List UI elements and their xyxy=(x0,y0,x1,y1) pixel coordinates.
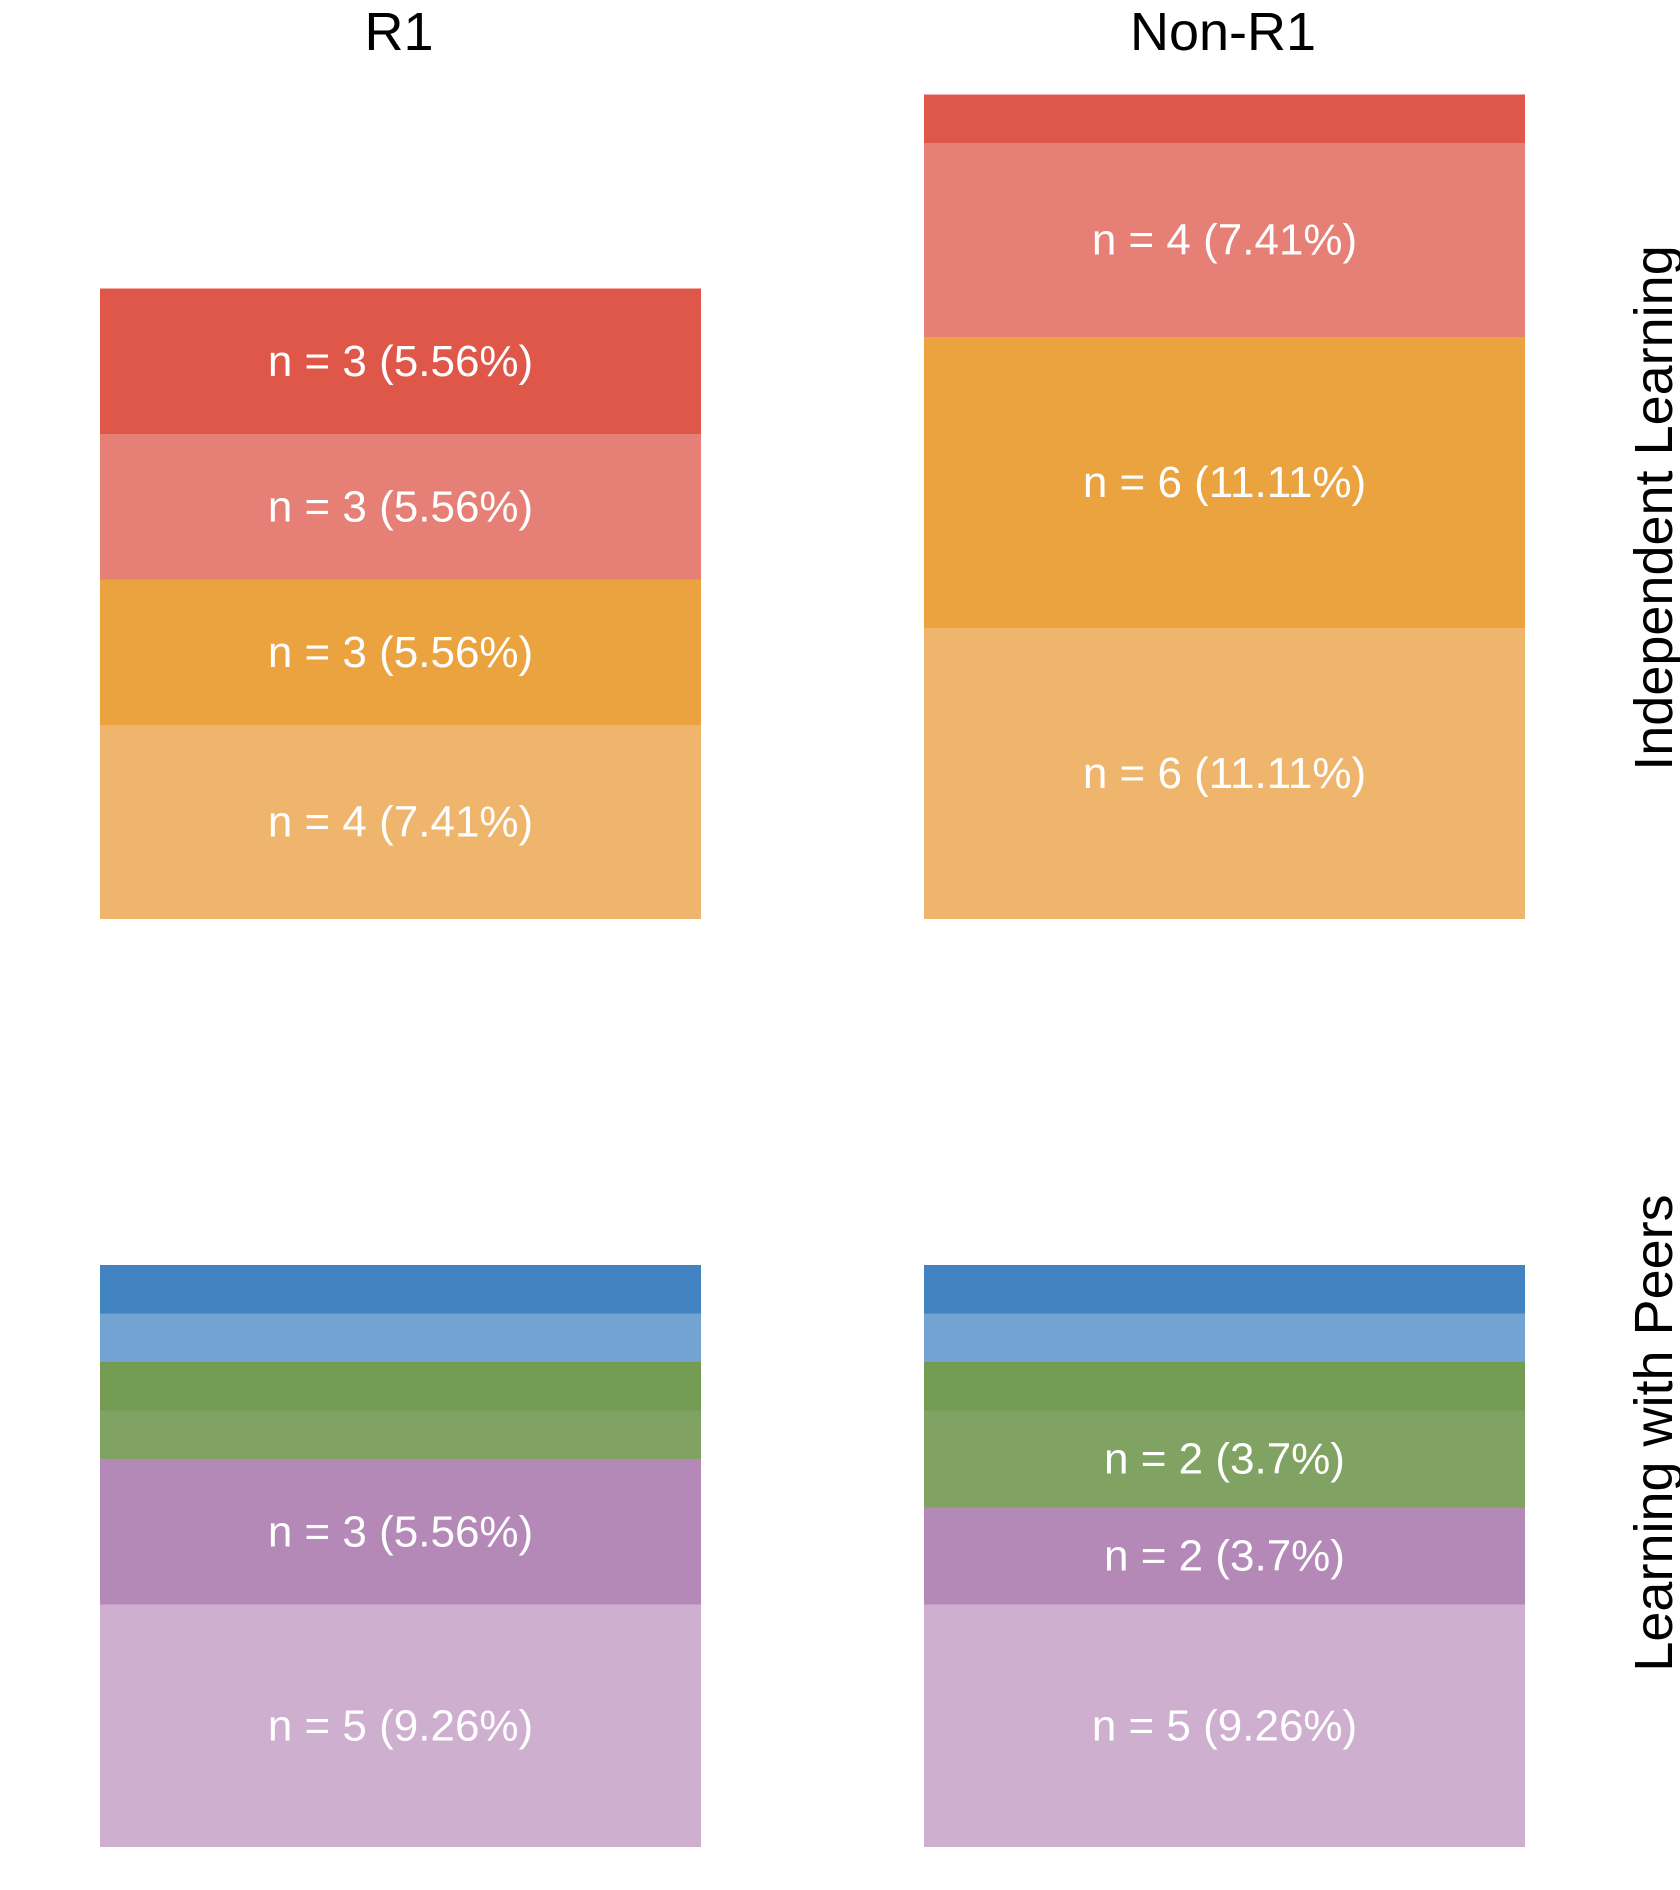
bar-segment-learning-with-peers-r1-1 xyxy=(100,1265,701,1314)
bar-segment-learning-with-peers-r1-2 xyxy=(100,1313,701,1362)
bar-segment-independent-learning-r1-3 xyxy=(100,579,701,725)
bar-segment-learning-with-peers-r1-3 xyxy=(100,1362,701,1411)
bar-panels: n = 3 (5.56%) n = 3 (5.56%) n = 3 (5.56%) n… xyxy=(100,94,1525,1847)
data-label-learning-with-peers-r1-5: n = 3 (5.56%) xyxy=(268,1507,533,1556)
bar-segment-learning-with-peers-r1-6 xyxy=(100,1604,701,1847)
bar-segment-learning-with-peers-non-r1-5 xyxy=(924,1507,1525,1605)
column-title-non-r1: Non-R1 xyxy=(1130,2,1316,62)
bar-segment-independent-learning-non-r1-1 xyxy=(924,94,1525,143)
bar-segment-learning-with-peers-r1-5 xyxy=(100,1459,701,1605)
bar-segment-learning-with-peers-non-r1-4 xyxy=(924,1410,1525,1508)
row-title-learning-with-peers: Learning with Peers xyxy=(1624,1194,1680,1671)
bar-segment-independent-learning-r1-1 xyxy=(100,288,701,434)
data-label-independent-learning-r1-1: n = 3 (5.56%) xyxy=(268,337,533,386)
bar-segment-learning-with-peers-non-r1-1 xyxy=(924,1265,1525,1314)
row-title-independent-learning: Independent Learning xyxy=(1624,245,1680,770)
data-label-independent-learning-non-r1-2: n = 4 (7.41%) xyxy=(1092,216,1357,265)
column-title-r1: R1 xyxy=(364,2,433,62)
bar-segment-independent-learning-r1-2 xyxy=(100,434,701,580)
bar-segment-learning-with-peers-r1-4 xyxy=(100,1410,701,1459)
bar-segment-independent-learning-r1-4 xyxy=(100,725,701,919)
data-label-learning-with-peers-non-r1-5: n = 2 (3.7%) xyxy=(1104,1532,1345,1581)
data-label-learning-with-peers-non-r1-4: n = 2 (3.7%) xyxy=(1104,1435,1345,1484)
bar-segment-independent-learning-non-r1-4 xyxy=(924,628,1525,919)
bar-segment-learning-with-peers-non-r1-6 xyxy=(924,1604,1525,1847)
data-label-learning-with-peers-non-r1-6: n = 5 (9.26%) xyxy=(1092,1701,1357,1750)
data-label-learning-with-peers-r1-6: n = 5 (9.26%) xyxy=(268,1701,533,1750)
bar-segment-independent-learning-non-r1-3 xyxy=(924,337,1525,628)
data-label-independent-learning-non-r1-4: n = 6 (11.11%) xyxy=(1083,749,1366,798)
bar-segment-independent-learning-non-r1-2 xyxy=(924,143,1525,337)
data-label-independent-learning-non-r1-3: n = 6 (11.11%) xyxy=(1083,458,1366,507)
data-label-independent-learning-r1-2: n = 3 (5.56%) xyxy=(268,482,533,531)
bar-segment-learning-with-peers-non-r1-2 xyxy=(924,1313,1525,1362)
bar-segment-learning-with-peers-non-r1-3 xyxy=(924,1362,1525,1411)
data-label-independent-learning-r1-3: n = 3 (5.56%) xyxy=(268,628,533,677)
data-label-independent-learning-r1-4: n = 4 (7.41%) xyxy=(268,798,533,847)
